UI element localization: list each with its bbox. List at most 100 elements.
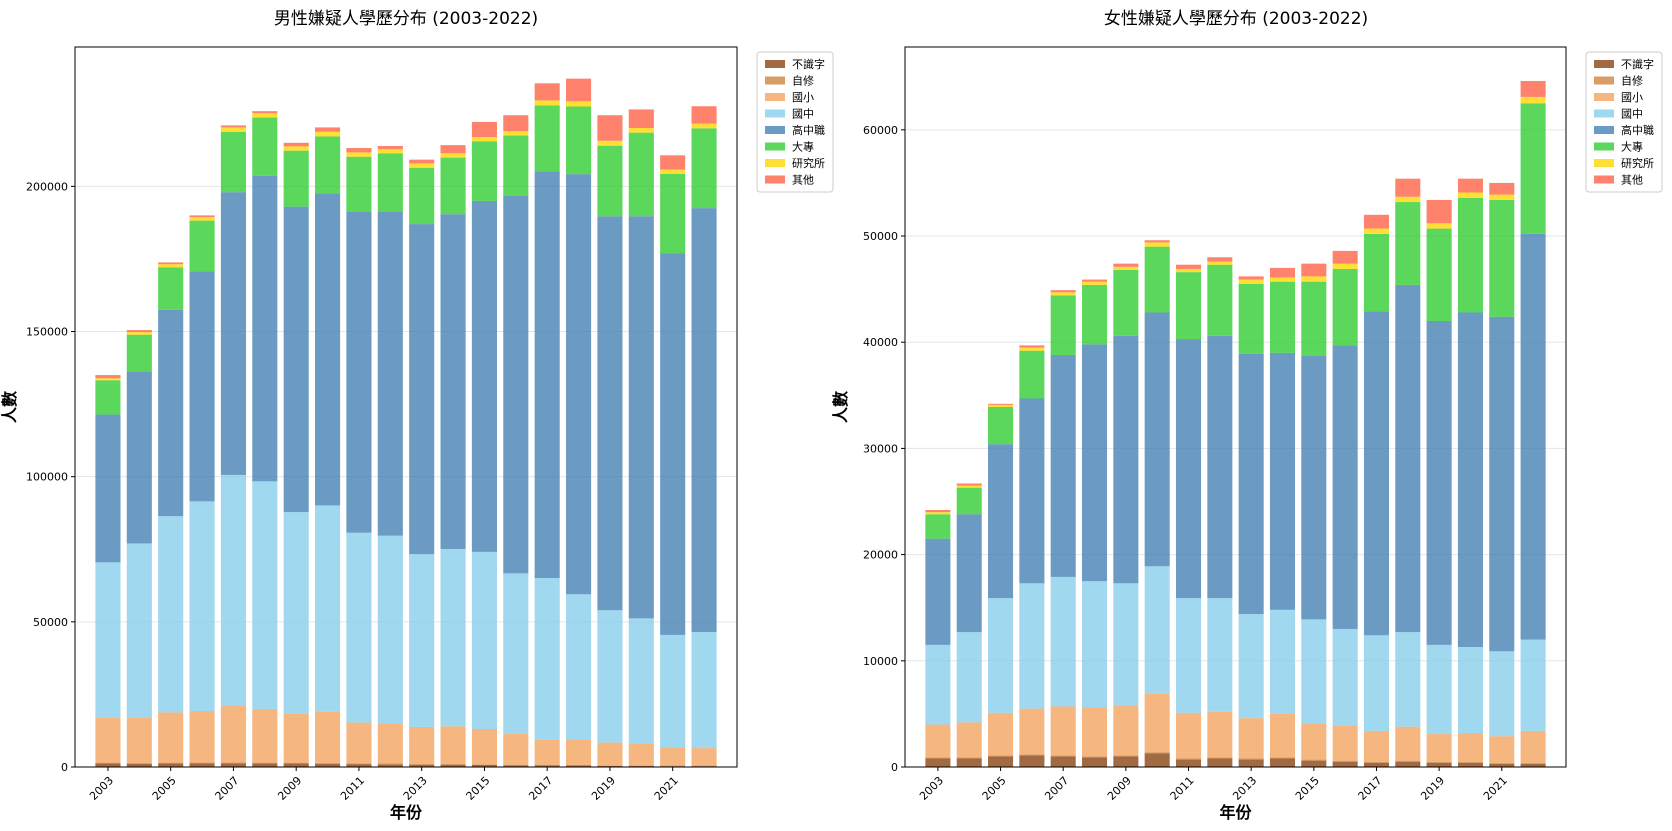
female-bar-segment (1269, 757, 1296, 759)
female-bar-segment (988, 404, 1014, 407)
female-legend-swatch (1594, 142, 1614, 151)
female-bar-segment (925, 758, 951, 767)
female-bar-segment (1457, 733, 1483, 762)
male-bar-segment (566, 764, 592, 766)
female-bar-segment (1301, 281, 1327, 357)
female-bar-segment (1332, 268, 1358, 346)
male-legend-label: 研究所 (792, 156, 825, 170)
male-chart-title: 男性嫌疑人學歷分布 (2003-2022) (274, 9, 538, 29)
male-bar-segment (283, 713, 309, 763)
male-bar-segment (220, 705, 246, 763)
female-bar-segment (1426, 644, 1452, 735)
male-bar-segment (409, 763, 435, 765)
male-bar-segment (315, 136, 341, 194)
female-bar-segment (1238, 353, 1264, 615)
female-bar-segment (1175, 268, 1202, 273)
female-bar-segment (1238, 276, 1264, 280)
male-bar-segment (346, 211, 372, 533)
male-xaxis-label: 年份 (390, 803, 423, 822)
male-bar-segment (283, 150, 309, 207)
male-legend-label: 國小 (792, 91, 814, 104)
male-bar-segment (189, 220, 215, 272)
male-bar-segment (315, 763, 341, 767)
male-bar-segment (409, 167, 435, 225)
male-bar-segment (566, 101, 592, 107)
male-bar-segment (534, 105, 560, 172)
female-bar-segment (1363, 730, 1390, 762)
female-bar-segment (1238, 614, 1264, 719)
female-ytick-label: 40000 (863, 336, 898, 349)
male-bar-segment (597, 216, 623, 611)
female-bar-segment (1395, 760, 1421, 762)
female-bar-segment (1113, 270, 1139, 336)
male-bar-segment (126, 717, 152, 763)
female-bar-segment (925, 538, 951, 645)
female-bar-segment (1332, 761, 1358, 767)
female-bar-segment (1457, 178, 1483, 193)
female-bar-segment (1520, 96, 1546, 104)
female-bar-segment (1395, 202, 1421, 285)
female-ytick-label: 30000 (863, 442, 898, 455)
male-bar-segment (471, 764, 497, 767)
male-bar-segment (377, 764, 403, 767)
male-bar-segment (566, 106, 592, 175)
male-bar-segment (158, 262, 184, 265)
male-bar-segment (597, 140, 623, 146)
male-legend-label: 自修 (792, 74, 814, 88)
male-xtick-label: 2017 (526, 774, 555, 803)
male-bar-segment (409, 159, 435, 164)
female-bar-segment (1050, 706, 1076, 756)
female-bar-segment (1207, 711, 1233, 758)
male-bar-segment (189, 762, 215, 764)
male-ytick-label: 150000 (26, 326, 68, 339)
male-bar-segment (566, 765, 592, 767)
female-bar-segment (1457, 761, 1483, 763)
male-bar-segment (409, 163, 435, 168)
female-bar-segment (1019, 755, 1045, 767)
male-bar-segment (95, 380, 121, 415)
male-bar-segment (252, 113, 278, 118)
female-xtick-label: 2021 (1481, 774, 1510, 803)
female-bar-segment (1426, 761, 1452, 763)
female-bar-segment (1489, 199, 1515, 317)
female-bar-segment (1520, 763, 1546, 767)
female-chart-title: 女性嫌疑人學歷分布 (2003-2022) (1104, 9, 1368, 29)
male-bar-segment (503, 131, 529, 136)
female-bar-segment (1081, 284, 1108, 345)
female-bar-segment (1426, 228, 1452, 321)
male-bar-segment (409, 764, 435, 767)
male-bar-segment (252, 762, 278, 764)
male-xtick-label: 2005 (150, 774, 179, 803)
male-xtick-label: 2015 (464, 774, 493, 803)
female-bar-segment (1520, 103, 1546, 234)
male-bar-segment (660, 169, 686, 174)
female-plot-frame (904, 46, 1567, 768)
male-bar-segment (660, 173, 686, 254)
female-bar-segment (1207, 257, 1233, 262)
female-ytick-label: 0 (891, 761, 898, 774)
male-bar-segment (409, 224, 435, 555)
female-bar-segment (1050, 292, 1076, 296)
female-legend-swatch (1594, 60, 1614, 68)
female-ytick-label: 60000 (863, 124, 898, 137)
male-bar-segment (346, 156, 372, 212)
male-bar-segment (471, 141, 497, 201)
male-bar-segment (126, 763, 152, 767)
male-bar-segment (346, 532, 372, 723)
male-bar-segment (283, 763, 309, 767)
male-bar-segment (283, 146, 309, 151)
female-bar-segment (1175, 712, 1202, 759)
female-bar-segment (1019, 398, 1045, 584)
male-bar-segment (691, 128, 717, 209)
male-bar-segment (126, 330, 152, 333)
female-bar-segment (1426, 199, 1452, 224)
female-bar-segment (925, 724, 951, 758)
female-bar-segment (1332, 345, 1358, 629)
male-xtick-label: 2003 (87, 774, 116, 803)
male-bar-segment (346, 763, 372, 765)
female-bar-segment (1207, 261, 1233, 265)
male-bar-segment (440, 214, 466, 549)
male-bar-segment (126, 334, 152, 372)
female-bar-segment (1395, 196, 1421, 203)
male-bar-segment (597, 765, 623, 767)
